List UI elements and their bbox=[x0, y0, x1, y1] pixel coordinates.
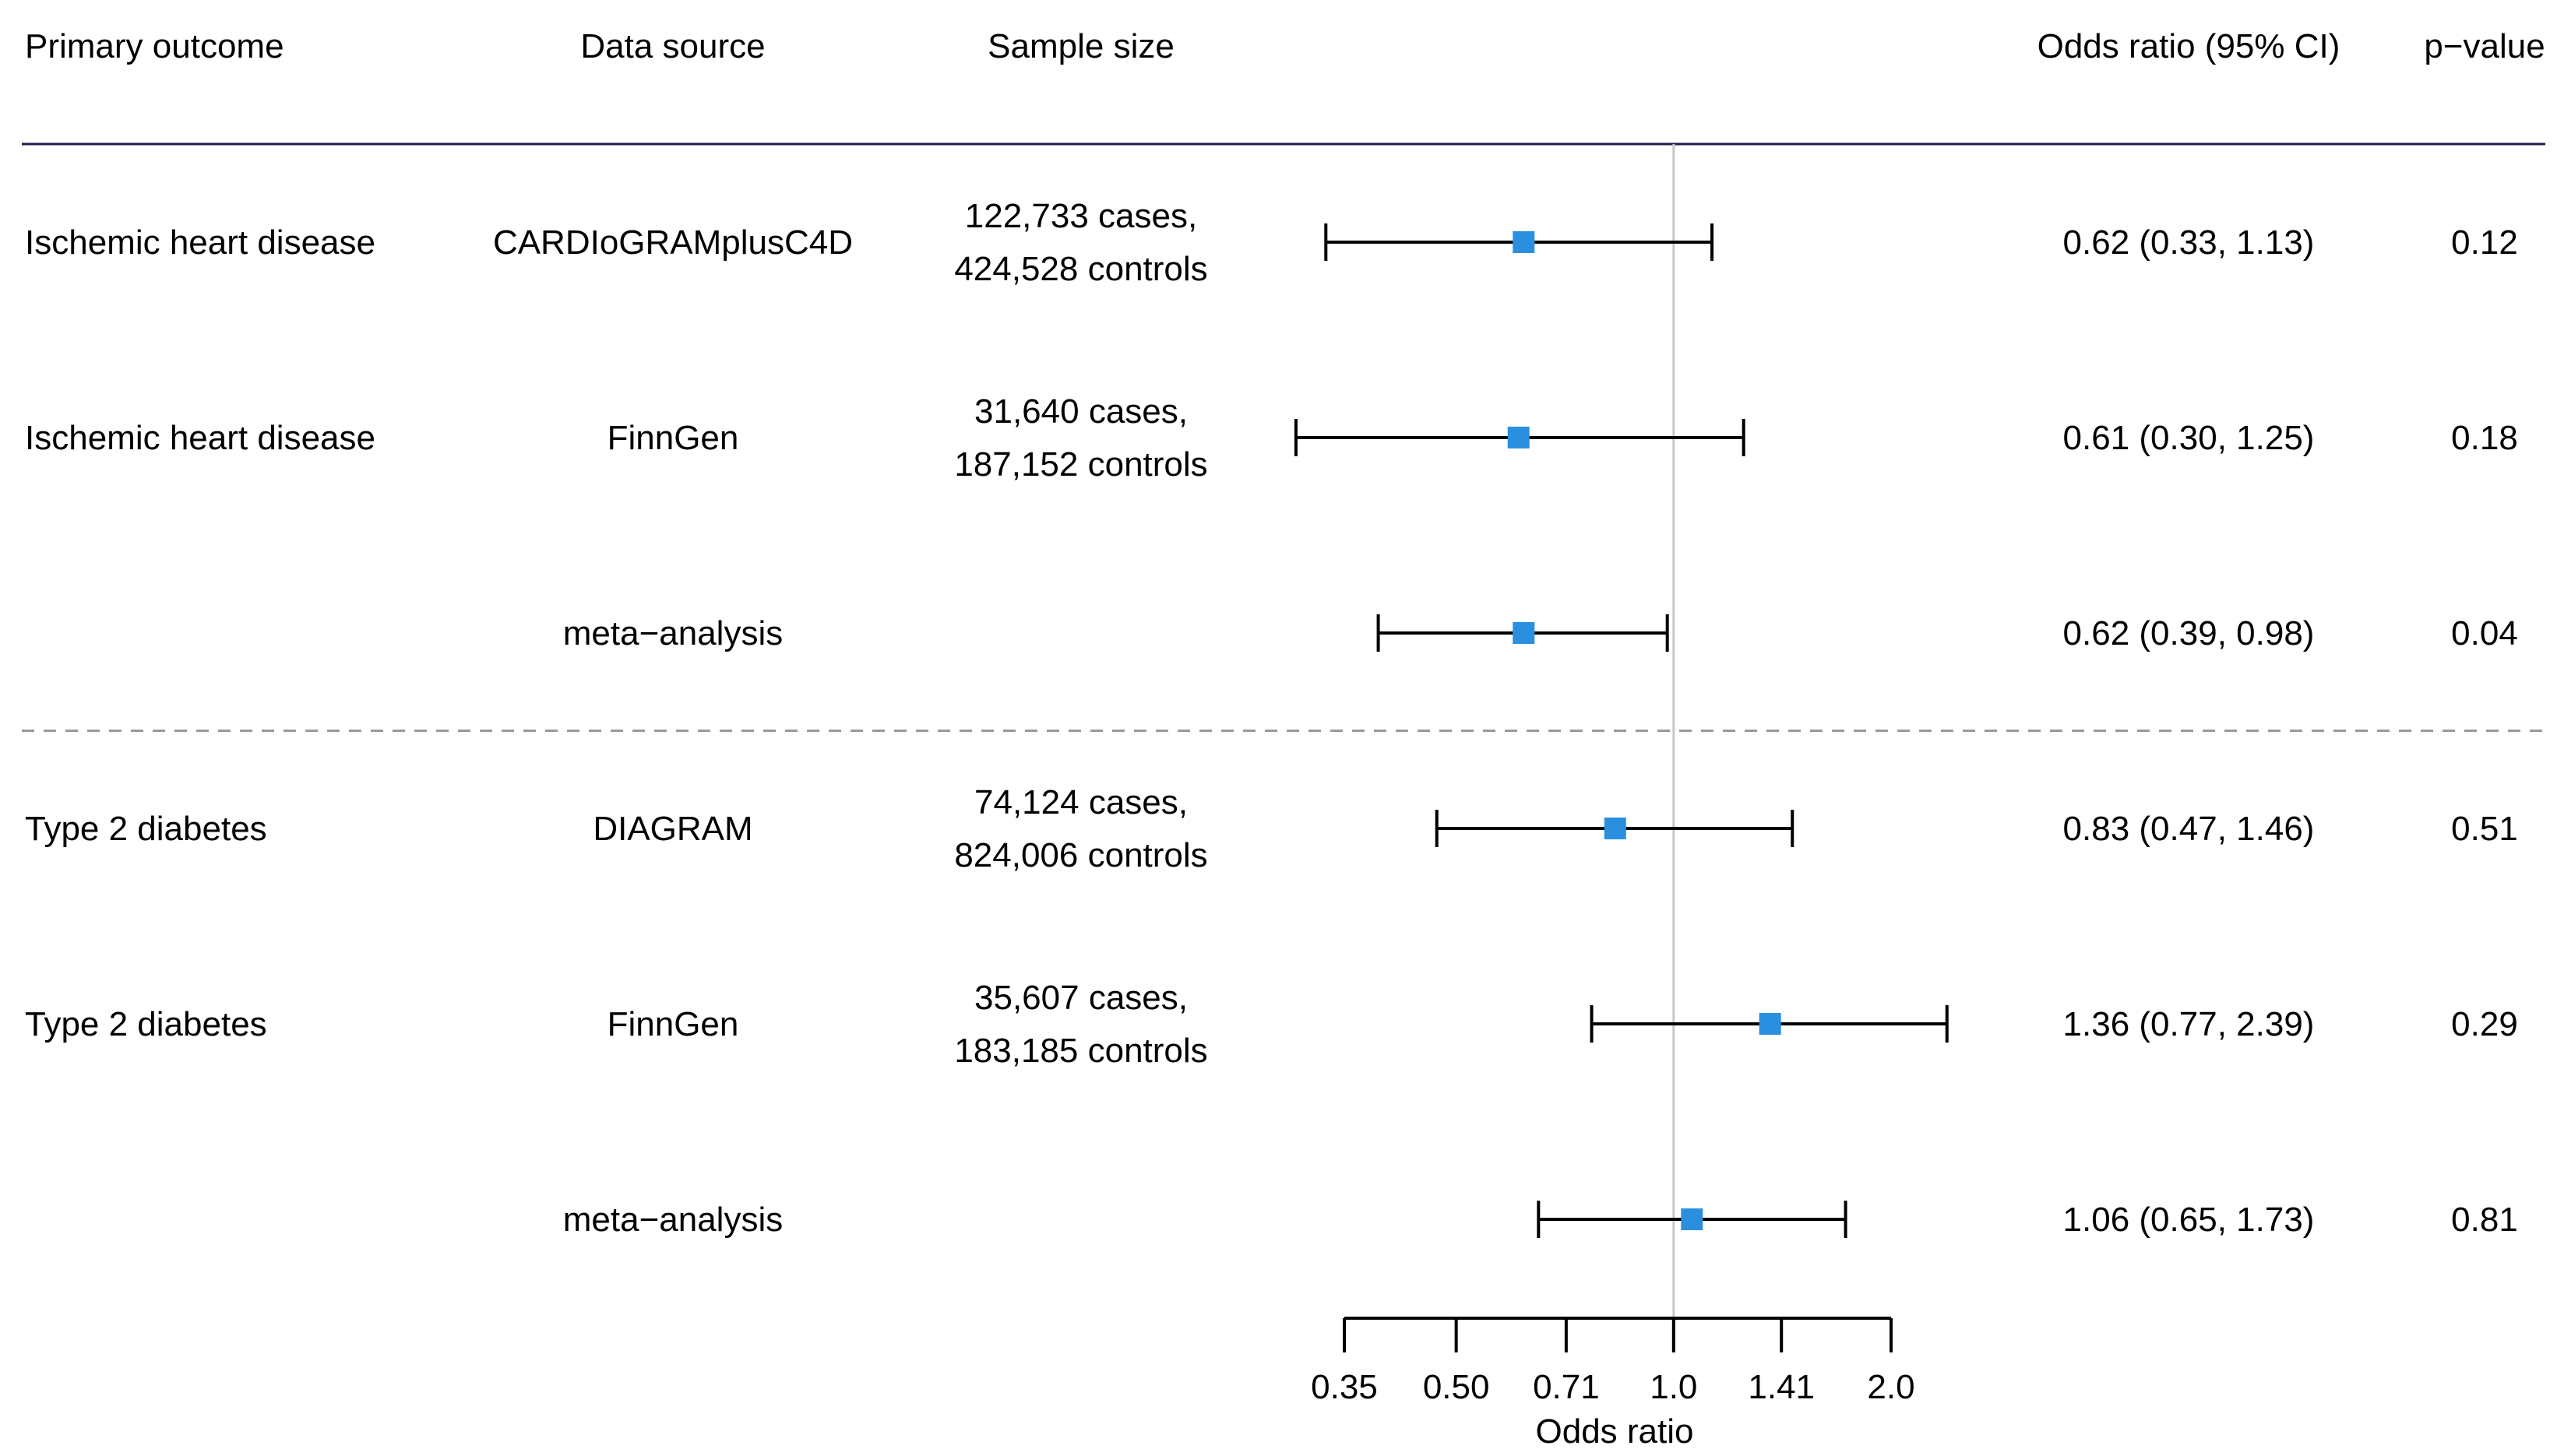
sample-size-cases: 74,124 cases, bbox=[974, 783, 1188, 821]
x-tick-label: 2.0 bbox=[1867, 1368, 1914, 1406]
outcome-label: Ischemic heart disease bbox=[25, 419, 375, 457]
x-tick-label: 1.41 bbox=[1748, 1368, 1815, 1406]
header-data-source: Data source bbox=[580, 27, 765, 65]
sample-size-cases: 122,733 cases, bbox=[965, 197, 1197, 235]
table-row: Ischemic heart disease CARDIoGRAMplusC4D 1… bbox=[25, 197, 2518, 288]
x-axis-label: Odds ratio bbox=[1536, 1412, 1694, 1451]
header-odds-ratio-ci: Odds ratio (95% CI) bbox=[2037, 27, 2340, 65]
odds-ratio-ci-text: 1.06 (0.65, 1.73) bbox=[2063, 1201, 2315, 1239]
header-p-value: p−value bbox=[2424, 27, 2545, 65]
x-axis: 0.35 0.50 0.71 1.0 1.41 2.0 Odds ratio bbox=[1311, 1317, 1915, 1451]
header-primary-outcome: Primary outcome bbox=[25, 27, 284, 65]
x-tick-label: 0.71 bbox=[1533, 1368, 1600, 1406]
sample-size-controls: 187,152 controls bbox=[954, 445, 1207, 484]
column-headers: Primary outcome Data source Sample size … bbox=[25, 27, 2545, 65]
odds-ratio-ci-text: 1.36 (0.77, 2.39) bbox=[2063, 1005, 2315, 1043]
point-estimate-marker bbox=[1513, 231, 1535, 253]
outcome-label: Type 2 diabetes bbox=[25, 1005, 267, 1043]
table-row: Type 2 diabetes DIAGRAM 74,124 cases, 824,0… bbox=[25, 783, 2518, 874]
point-estimate-marker bbox=[1759, 1013, 1781, 1035]
table-row: Ischemic heart disease FinnGen 31,640 case… bbox=[25, 392, 2518, 484]
sample-size-cases: 35,607 cases, bbox=[974, 979, 1188, 1017]
data-source-label: CARDIoGRAMplusC4D bbox=[493, 223, 853, 262]
header-sample-size: Sample size bbox=[988, 27, 1175, 65]
odds-ratio-ci-text: 0.61 (0.30, 1.25) bbox=[2063, 419, 2315, 457]
p-value-text: 0.04 bbox=[2451, 614, 2518, 652]
point-estimate-marker bbox=[1604, 818, 1626, 839]
odds-ratio-ci-text: 0.83 (0.47, 1.46) bbox=[2063, 810, 2315, 848]
outcome-label: Type 2 diabetes bbox=[25, 810, 267, 848]
point-estimate-marker bbox=[1681, 1208, 1703, 1230]
x-tick-label: 0.50 bbox=[1423, 1368, 1490, 1406]
p-value-text: 0.29 bbox=[2451, 1005, 2518, 1043]
table-row: meta−analysis 1.06 (0.65, 1.73) 0.81 bbox=[563, 1201, 2518, 1239]
data-source-label: meta−analysis bbox=[563, 1201, 783, 1239]
point-estimate-marker bbox=[1513, 622, 1535, 644]
p-value-text: 0.18 bbox=[2451, 419, 2518, 457]
table-row: Type 2 diabetes FinnGen 35,607 cases, 183,1… bbox=[25, 979, 2518, 1070]
p-value-text: 0.12 bbox=[2451, 223, 2518, 262]
data-source-label: meta−analysis bbox=[563, 614, 783, 652]
odds-ratio-ci-text: 0.62 (0.33, 1.13) bbox=[2063, 223, 2315, 262]
table-row: meta−analysis 0.62 (0.39, 0.98) 0.04 bbox=[563, 614, 2518, 652]
sample-size-controls: 824,006 controls bbox=[954, 836, 1207, 874]
sample-size-controls: 183,185 controls bbox=[954, 1032, 1207, 1070]
data-source-label: FinnGen bbox=[608, 1005, 739, 1043]
outcome-label: Ischemic heart disease bbox=[25, 223, 375, 262]
data-source-label: FinnGen bbox=[608, 419, 739, 457]
data-source-label: DIAGRAM bbox=[593, 810, 752, 848]
sample-size-controls: 424,528 controls bbox=[954, 250, 1207, 288]
odds-ratio-ci-text: 0.62 (0.39, 0.98) bbox=[2063, 614, 2315, 652]
p-value-text: 0.81 bbox=[2451, 1201, 2518, 1239]
data-rows: Ischemic heart disease CARDIoGRAMplusC4D 1… bbox=[25, 197, 2518, 1239]
sample-size-cases: 31,640 cases, bbox=[974, 392, 1188, 431]
p-value-text: 0.51 bbox=[2451, 810, 2518, 848]
x-tick-label: 1.0 bbox=[1650, 1368, 1697, 1406]
x-tick-label: 0.35 bbox=[1311, 1368, 1378, 1406]
point-estimate-marker bbox=[1507, 427, 1530, 448]
